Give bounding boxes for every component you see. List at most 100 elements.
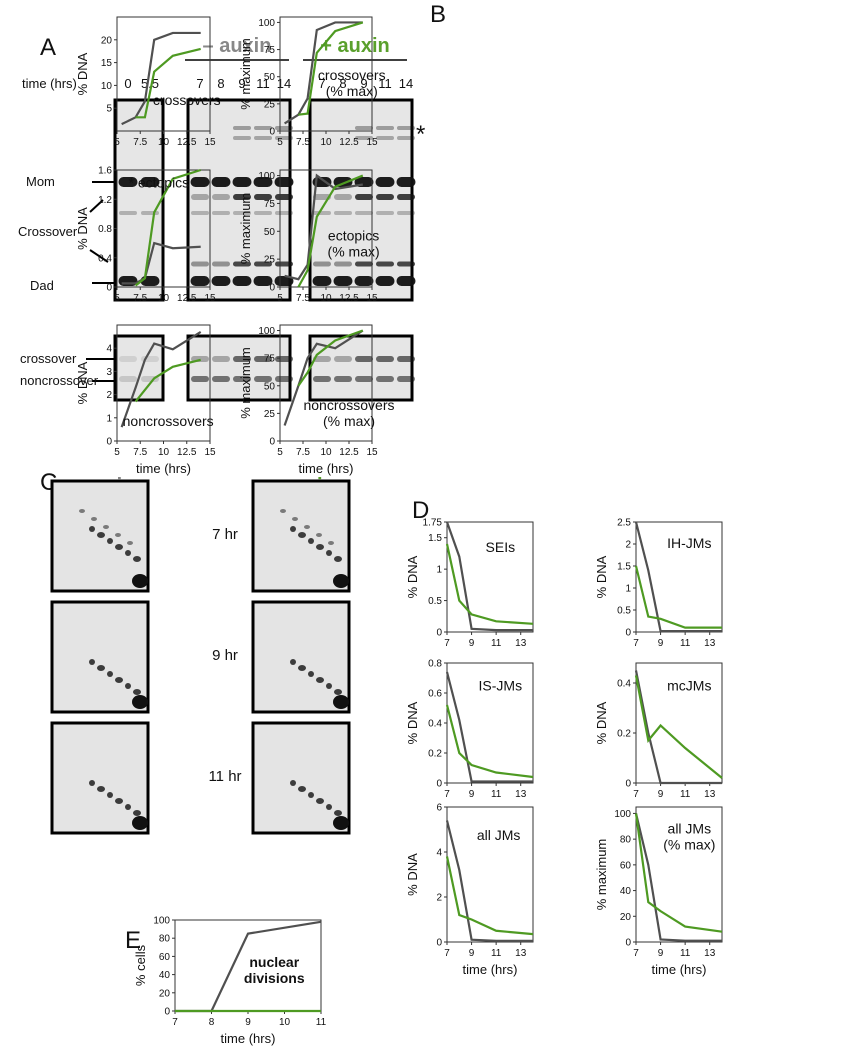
x-tick-label: 10: [320, 137, 332, 148]
band-label: Crossover: [18, 224, 78, 239]
gel-band: [275, 194, 293, 200]
x-tick-label: 5: [114, 137, 120, 148]
y-tick-label: 100: [258, 171, 275, 182]
blot-spot: [333, 574, 349, 588]
x-tick-label: 13: [704, 948, 716, 959]
x-tick-label: 11: [680, 789, 691, 800]
gel-band: [275, 376, 293, 382]
y-axis-label: % DNA: [75, 52, 90, 95]
label-pointer: [89, 199, 104, 213]
x-tick-label: 13: [515, 948, 527, 959]
x-axis-label: time (hrs): [463, 962, 518, 977]
blot-spot: [316, 544, 324, 550]
panel-label: B: [430, 1, 446, 28]
blot-spot: [132, 816, 148, 830]
gel-band: [253, 177, 273, 187]
x-tick-label: 9: [658, 638, 664, 649]
y-tick-label: 1.2: [98, 195, 112, 206]
series-line: [634, 813, 722, 942]
y-tick-label: 50: [264, 227, 276, 238]
gel-band: [275, 356, 293, 362]
x-tick-label: 9: [658, 789, 664, 800]
x-tick-label: 13: [704, 638, 716, 649]
x-tick-label: 13: [704, 789, 716, 800]
blot-spot: [334, 810, 342, 816]
annotation: nuclear: [249, 954, 299, 970]
band-label: Mom: [26, 174, 55, 189]
x-tick-label: 7: [444, 638, 450, 649]
gel-band: [232, 177, 252, 187]
series-line: [134, 168, 202, 287]
gel-band: [334, 261, 352, 267]
y-tick-label: 0.8: [428, 659, 442, 670]
lane-label: 7: [318, 76, 325, 91]
gel-band: [211, 177, 231, 187]
y-axis-label: % maximum: [238, 347, 253, 419]
series-line: [121, 241, 201, 285]
y-tick-label: 0.4: [98, 253, 112, 264]
blot-spot: [292, 517, 298, 521]
gel-band: [190, 177, 210, 187]
y-tick-label: 0: [164, 1007, 170, 1018]
lane-label: 5.5: [141, 76, 159, 91]
y-tick-label: 50: [264, 72, 276, 83]
x-tick-label: 9: [469, 948, 475, 959]
x-tick-label: 9: [658, 948, 664, 959]
blot-spot: [316, 798, 324, 804]
x-tick-label: 13: [515, 789, 527, 800]
x-tick-label: 7: [444, 789, 450, 800]
gel-band: [313, 194, 331, 200]
annotation: ectopics: [328, 227, 379, 243]
y-tick-label: 1.75: [423, 518, 443, 529]
y-tick-label: 25: [264, 255, 276, 266]
gel-band: [334, 211, 352, 215]
gel-band: [118, 177, 138, 187]
gel-band: [232, 276, 252, 286]
annotation: IS-JMs: [479, 678, 523, 694]
blot-spot: [132, 574, 148, 588]
gel-band: [275, 261, 293, 267]
series-line: [445, 704, 534, 779]
lower-label: crossover: [20, 351, 77, 366]
gel-band: [254, 211, 272, 215]
annotation: all JMs: [477, 827, 521, 843]
blot-spot: [127, 541, 133, 545]
gel-band: [212, 211, 230, 215]
x-axis-label: time (hrs): [299, 461, 354, 476]
annotation: crossovers: [153, 92, 221, 108]
gel-band: [275, 126, 293, 130]
gel-band: [334, 194, 352, 200]
blot-spot: [107, 792, 113, 798]
y-tick-label: 0: [269, 437, 275, 448]
annotation: mcJMs: [667, 678, 711, 694]
gel-band: [141, 211, 159, 215]
x-tick-label: 5: [277, 447, 283, 458]
y-tick-label: 20: [620, 912, 632, 923]
y-tick-label: 0: [436, 779, 442, 790]
series-line: [445, 521, 533, 632]
gel-band: [355, 376, 373, 382]
x-tick-label: 11: [316, 1017, 327, 1028]
y-tick-label: 0.2: [617, 729, 631, 740]
time-label: 11 hr: [208, 768, 241, 785]
group-label: + auxin: [320, 35, 389, 57]
gel-band: [254, 194, 272, 200]
x-tick-label: 7.5: [296, 137, 310, 148]
x-tick-label: 12.5: [339, 447, 359, 458]
plot-frame: [635, 806, 723, 943]
series-line: [634, 675, 723, 779]
x-tick-label: 10: [320, 293, 332, 304]
gel-band: [397, 136, 415, 140]
gel-band: [254, 356, 272, 362]
blot-spot: [298, 786, 306, 792]
gel-band: [375, 276, 395, 286]
x-tick-label: 7: [633, 638, 639, 649]
blot-spot: [97, 786, 105, 792]
annotation: crossovers: [318, 67, 386, 83]
gel-band: [233, 211, 251, 215]
y-tick-label: 3: [106, 367, 112, 378]
blot-spot: [304, 525, 310, 529]
x-tick-label: 15: [366, 293, 378, 304]
blot-spot: [89, 526, 95, 532]
y-tick-label: 20: [159, 988, 171, 999]
